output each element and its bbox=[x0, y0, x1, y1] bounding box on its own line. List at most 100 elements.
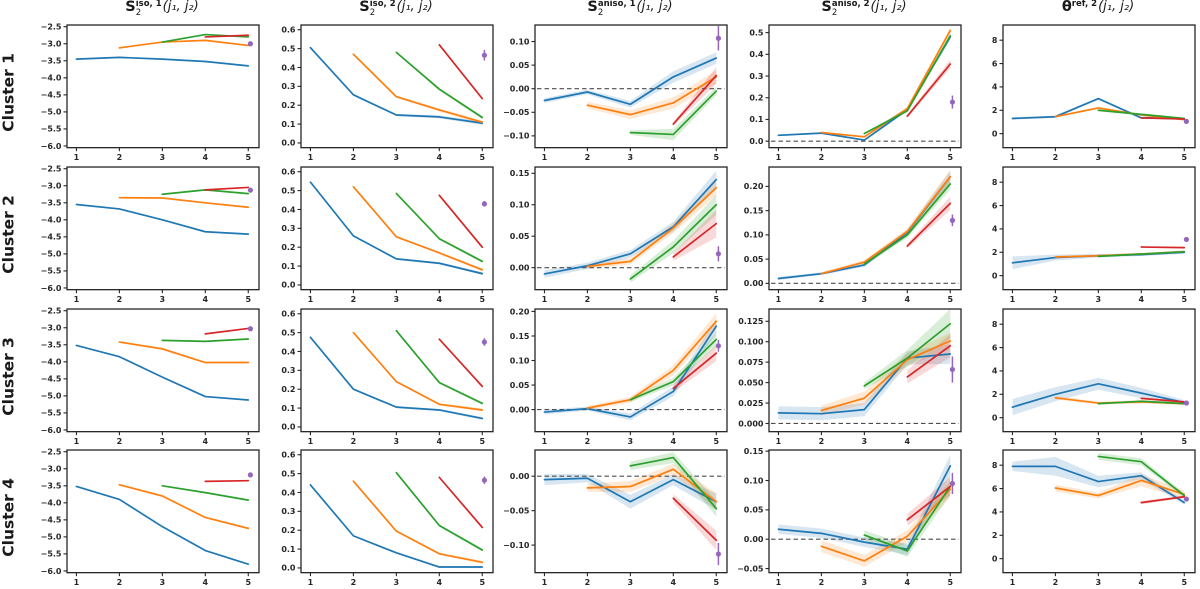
svg-text:4: 4 bbox=[437, 437, 443, 446]
svg-text:−3.5: −3.5 bbox=[41, 340, 62, 349]
svg-text:3: 3 bbox=[394, 578, 400, 587]
svg-text:8: 8 bbox=[992, 36, 998, 45]
svg-text:2: 2 bbox=[585, 578, 591, 587]
svg-text:0.4: 0.4 bbox=[281, 489, 296, 498]
svg-text:5: 5 bbox=[245, 153, 251, 162]
svg-text:1: 1 bbox=[542, 295, 548, 304]
svg-text:1: 1 bbox=[74, 153, 80, 162]
svg-text:4: 4 bbox=[671, 153, 677, 162]
svg-text:−0.10: −0.10 bbox=[503, 541, 530, 550]
svg-text:1: 1 bbox=[776, 153, 782, 162]
svg-text:−4.5: −4.5 bbox=[41, 374, 62, 383]
svg-text:0.2: 0.2 bbox=[281, 385, 295, 394]
subplot-r0-c3: 0.0 0.1 0.2 0.3 0.4 0.5 1 2 3 4 5 bbox=[732, 22, 966, 164]
subplot-r0-c0: −6.0 −5.5 −5.0 −4.5 −4.0 −3.5 −3.0 −2.5 1 2 3 4 5 bbox=[30, 22, 264, 164]
svg-text:8: 8 bbox=[992, 319, 998, 328]
svg-text:0.0: 0.0 bbox=[749, 137, 764, 146]
subplot-canvas: −6.0 −5.5 −5.0 −4.5 −4.0 −3.5 −3.0 −2.5 1 2 3 4 5 bbox=[41, 306, 260, 446]
svg-text:5: 5 bbox=[947, 153, 953, 162]
svg-text:0.00: 0.00 bbox=[510, 84, 530, 93]
subplot-canvas: 0 2 4 6 8 1 2 3 4 5 bbox=[992, 449, 1196, 587]
svg-text:0.10: 0.10 bbox=[744, 230, 764, 239]
subplot-r3-c2: −0.10 −0.05 0.00 1 2 3 4 5 bbox=[498, 447, 732, 589]
svg-text:0.5: 0.5 bbox=[281, 470, 296, 479]
svg-text:2: 2 bbox=[117, 295, 123, 304]
svg-text:1: 1 bbox=[1010, 437, 1016, 446]
svg-text:2: 2 bbox=[585, 295, 591, 304]
svg-text:0.050: 0.050 bbox=[738, 378, 764, 387]
svg-text:2: 2 bbox=[819, 578, 825, 587]
svg-text:0.6: 0.6 bbox=[281, 26, 296, 35]
subplot-r2-c2: 0.00 0.05 0.10 0.15 0.20 1 2 3 4 5 bbox=[498, 306, 732, 448]
svg-text:−2.5: −2.5 bbox=[41, 164, 62, 173]
svg-text:0: 0 bbox=[992, 555, 998, 564]
svg-text:5: 5 bbox=[1181, 153, 1187, 162]
svg-text:5: 5 bbox=[1181, 437, 1187, 446]
svg-text:−4.0: −4.0 bbox=[41, 357, 62, 366]
title-supsub: ref, 2 bbox=[1071, 0, 1098, 9]
svg-text:4: 4 bbox=[203, 295, 209, 304]
svg-text:1: 1 bbox=[776, 578, 782, 587]
svg-text:−5.5: −5.5 bbox=[41, 550, 62, 559]
svg-text:2: 2 bbox=[585, 153, 591, 162]
svg-text:0.10: 0.10 bbox=[744, 477, 764, 486]
svg-text:0.6: 0.6 bbox=[281, 309, 296, 318]
svg-text:−0.05: −0.05 bbox=[503, 108, 530, 117]
svg-text:0.10: 0.10 bbox=[510, 356, 530, 365]
title-args: (j₁, j₂) bbox=[636, 0, 673, 14]
subplot-canvas: 0.00 0.05 0.10 0.15 0.20 1 2 3 4 5 bbox=[510, 307, 728, 446]
svg-text:−0.05: −0.05 bbox=[737, 565, 764, 574]
svg-text:3: 3 bbox=[862, 578, 868, 587]
svg-text:2: 2 bbox=[117, 153, 123, 162]
svg-text:−3.5: −3.5 bbox=[41, 57, 62, 66]
subplot-r3-c3: −0.05 0.00 0.05 0.10 0.15 1 2 3 4 5 bbox=[732, 447, 966, 589]
subplot-canvas: 0.00 0.05 0.10 0.15 1 2 3 4 5 bbox=[510, 166, 728, 304]
col-title-theta-ref-2: θ ref, 2 (j₁, j₂) bbox=[966, 0, 1200, 22]
title-args: (j₁, j₂) bbox=[396, 0, 433, 14]
subplot-r2-c0: −6.0 −5.5 −5.0 −4.5 −4.0 −3.5 −3.0 −2.5 1 2 3 4 5 bbox=[30, 306, 264, 448]
svg-text:2: 2 bbox=[992, 390, 998, 399]
svg-text:4: 4 bbox=[671, 295, 677, 304]
svg-text:4: 4 bbox=[1139, 578, 1145, 587]
svg-text:4: 4 bbox=[905, 578, 911, 587]
svg-text:−3.0: −3.0 bbox=[41, 40, 62, 49]
subplot-r2-c4: 0 2 4 6 8 1 2 3 4 5 bbox=[966, 306, 1200, 448]
svg-text:0: 0 bbox=[992, 129, 998, 138]
svg-text:4: 4 bbox=[905, 153, 911, 162]
svg-text:5: 5 bbox=[479, 295, 485, 304]
svg-text:0: 0 bbox=[992, 413, 998, 422]
svg-text:−4.5: −4.5 bbox=[41, 516, 62, 525]
svg-text:4: 4 bbox=[992, 83, 998, 92]
subplot-canvas: 0.000 0.025 0.050 0.075 0.100 0.125 1 2 3 4 5 bbox=[738, 307, 962, 446]
svg-text:−5.0: −5.0 bbox=[41, 108, 62, 117]
subplot-canvas: 0 2 4 6 8 1 2 3 4 5 bbox=[992, 24, 1196, 162]
svg-text:0.2: 0.2 bbox=[749, 94, 763, 103]
svg-text:5: 5 bbox=[245, 295, 251, 304]
svg-text:−5.5: −5.5 bbox=[41, 125, 62, 134]
svg-text:0.2: 0.2 bbox=[281, 101, 295, 110]
subplot-r0-c2: −0.10 −0.05 0.00 0.05 0.10 1 2 3 4 5 bbox=[498, 22, 732, 164]
svg-text:3: 3 bbox=[862, 153, 868, 162]
svg-text:2: 2 bbox=[819, 437, 825, 446]
svg-text:2: 2 bbox=[351, 578, 357, 587]
svg-text:2: 2 bbox=[992, 531, 998, 540]
subplot-canvas: −0.05 0.00 0.05 0.10 0.15 1 2 3 4 5 bbox=[737, 447, 962, 587]
svg-text:−2.5: −2.5 bbox=[41, 306, 62, 315]
svg-text:5: 5 bbox=[479, 437, 485, 446]
svg-text:1: 1 bbox=[542, 437, 548, 446]
svg-text:5: 5 bbox=[245, 578, 251, 587]
svg-text:0.00: 0.00 bbox=[744, 279, 764, 288]
svg-text:−4.5: −4.5 bbox=[41, 91, 62, 100]
svg-text:0.3: 0.3 bbox=[281, 224, 295, 233]
svg-text:−2.5: −2.5 bbox=[41, 448, 62, 457]
svg-text:−2.5: −2.5 bbox=[41, 23, 62, 32]
svg-text:5: 5 bbox=[713, 153, 719, 162]
svg-text:6: 6 bbox=[992, 343, 998, 352]
subplot-r3-c0: −6.0 −5.5 −5.0 −4.5 −4.0 −3.5 −3.0 −2.5 1 2 3 4 5 bbox=[30, 447, 264, 589]
svg-text:5: 5 bbox=[947, 295, 953, 304]
svg-text:0.6: 0.6 bbox=[281, 451, 296, 460]
